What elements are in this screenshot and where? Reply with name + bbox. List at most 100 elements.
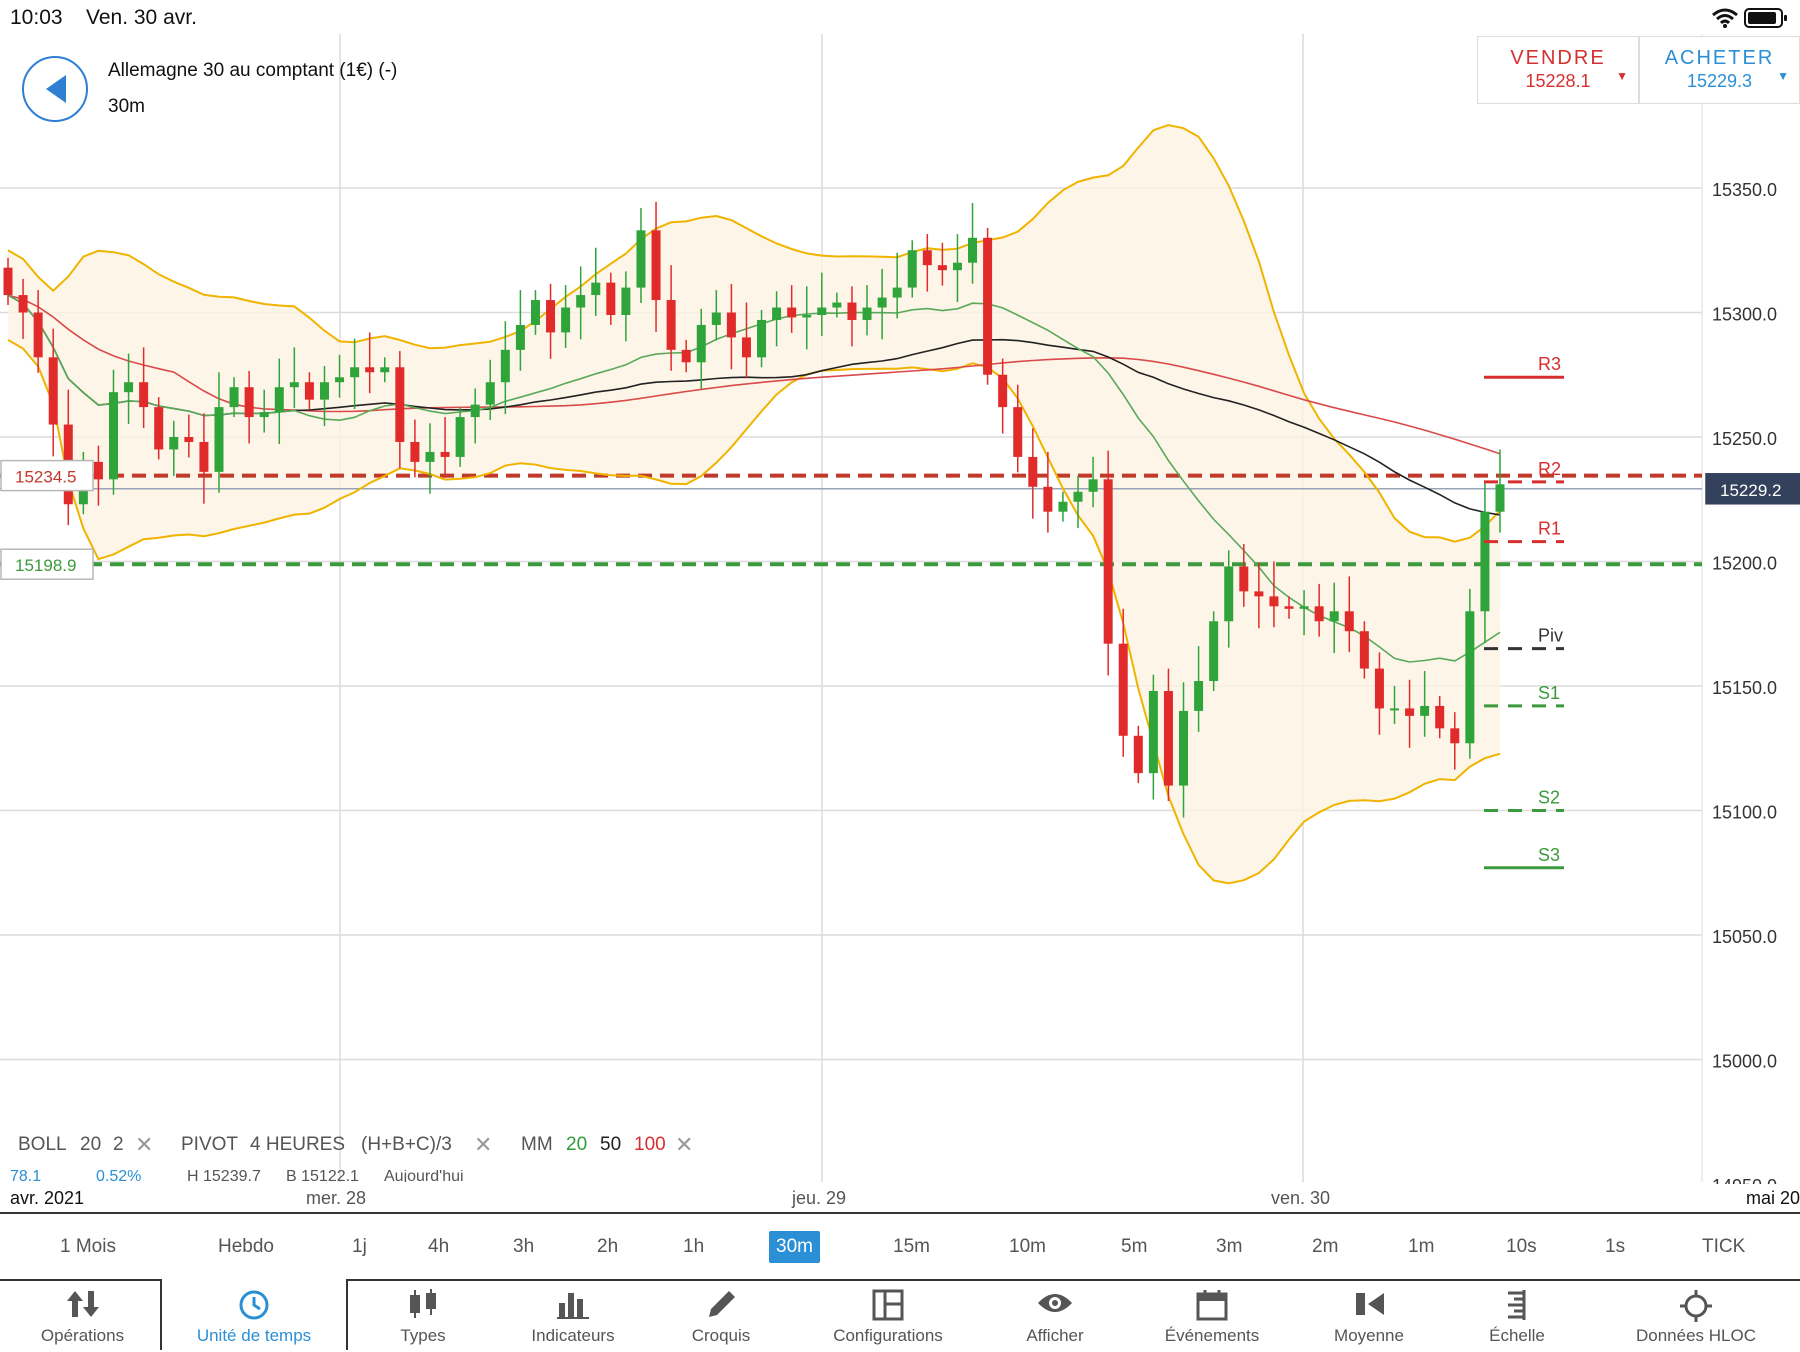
candle-body [892,287,902,298]
candle-body [1405,708,1415,716]
y-tick-label: 14950.0 [1712,1176,1777,1184]
tool-events[interactable]: Événements [1128,1279,1296,1350]
tf-15m[interactable]: 15m [893,1236,930,1257]
candle-body [726,312,736,338]
tf-4h[interactable]: 4h [428,1236,450,1257]
tool-timeframe-label: Unité de temps [196,1326,312,1345]
candle-body [1209,621,1219,682]
candle-body [1480,511,1490,612]
remove-boll-icon[interactable]: ✕ [135,1132,154,1157]
buy-label: ACHETER [1664,47,1775,69]
candle-body [907,250,917,288]
candle-body [952,262,962,271]
sell-button[interactable]: VENDRE 15228.1 ▼ [1477,36,1639,104]
buy-dropdown-icon[interactable]: ▼ [1777,69,1789,83]
pivot-name[interactable]: PIVOT [181,1134,239,1155]
tool-scale[interactable]: Échelle [1442,1279,1592,1350]
boll-change: 0.52% [96,1170,142,1182]
average-icon [1356,1293,1384,1315]
tf-2m[interactable]: 2m [1312,1236,1339,1257]
mm-name[interactable]: MM [521,1134,553,1155]
candle-body [621,287,631,315]
tool-indicators-label: Indicateurs [531,1326,615,1345]
tool-sketch[interactable]: Croquis [648,1279,794,1350]
tf-3h[interactable]: 3h [513,1236,535,1257]
boll-deviation: 2 [113,1134,124,1155]
sell-dropdown-icon[interactable]: ▼ [1616,69,1628,83]
ma20-line [7,294,1501,663]
y-tick-label: 15150.0 [1712,678,1777,698]
current-price-tag: 15229.2 [1720,481,1781,500]
candle-body [1163,690,1173,786]
candle-body [1118,643,1128,736]
tool-indicators[interactable]: Indicateurs [498,1279,648,1350]
tool-operations-label: Opérations [40,1326,125,1345]
candle-body [48,357,58,425]
mm-period-100: 100 [634,1134,666,1155]
boll-name[interactable]: BOLL [18,1134,67,1155]
pivot-label: R2 [1538,459,1561,479]
tool-operations[interactable]: Opérations [0,1279,165,1350]
candle-body [3,267,13,296]
tf-1h[interactable]: 1h [683,1236,705,1257]
remove-mm-icon[interactable]: ✕ [675,1132,694,1157]
tf-1m[interactable]: 1m [1408,1236,1435,1257]
candle-body [335,377,345,383]
y-tick-label: 15050.0 [1712,927,1777,947]
tf-tick[interactable]: TICK [1702,1236,1746,1257]
date-label-jeu-29: jeu. 29 [792,1188,847,1208]
tool-hloc-data[interactable]: Données HLOC [1592,1279,1800,1350]
candle-body [1284,606,1294,609]
tf-1-mois[interactable]: 1 Mois [60,1236,116,1257]
battery-icon [1744,8,1787,28]
clock-icon [239,1290,269,1320]
tf-1j[interactable]: 1j [352,1236,367,1257]
candle-body [184,437,194,442]
price-chart[interactable]: 15350.0 15300.0 15250.0 15200.0 15150.0 15100… [0,34,1800,1184]
tf-3m[interactable]: 3m [1216,1236,1243,1257]
candle-body [1148,690,1158,774]
level-tag-red: 15234.5 [15,468,76,487]
tool-average[interactable]: Moyenne [1296,1279,1442,1350]
y-tick-label: 15000.0 [1712,1052,1777,1072]
tool-types[interactable]: Types [348,1279,498,1350]
tool-timeframe[interactable]: Unité de temps [160,1279,348,1350]
tf-10s[interactable]: 10s [1506,1236,1537,1257]
candle-body [817,307,827,315]
tf-hebdo[interactable]: Hebdo [218,1236,274,1257]
back-button[interactable] [22,56,88,122]
tf-30m[interactable]: 30m [769,1231,820,1263]
candle-body [1103,479,1113,644]
tool-configurations[interactable]: Configurations [794,1279,982,1350]
remove-pivot-icon[interactable]: ✕ [474,1132,493,1157]
tool-configurations-label: Configurations [833,1326,943,1345]
candle-body [591,282,601,296]
candle-body [1058,501,1068,512]
bottom-toolbar [0,1279,1800,1352]
candle-body [1073,491,1083,502]
tf-2h[interactable]: 2h [597,1236,619,1257]
candles-icon [410,1289,436,1318]
pivot-label: S3 [1538,845,1560,865]
candle-body [154,407,164,450]
status-bar: 10:03 Ven. 30 avr. [0,0,1800,34]
pivot-low: B 15122.1 [286,1170,359,1182]
tf-1s[interactable]: 1s [1605,1236,1626,1257]
candle-body [1450,728,1460,744]
candle-body [1344,611,1354,632]
indicator-legend: BOLL 20 2 ✕ PIVOT 4 HEURES (H+B+C)/3 ✕ M… [0,1120,1800,1170]
pivot-today: Aujourd'hui [384,1170,464,1182]
tf-5m[interactable]: 5m [1121,1236,1148,1257]
candle-body [395,367,405,442]
candle-body [319,382,329,400]
pivot-formula: (H+B+C)/3 [361,1134,452,1155]
y-tick-label: 15200.0 [1712,554,1777,574]
tool-display-label: Afficher [1026,1326,1084,1345]
buy-button[interactable]: ACHETER 15229.3 ▼ [1639,36,1800,104]
tf-10m[interactable]: 10m [1009,1236,1046,1257]
candle-body [1194,681,1204,711]
candle-body [1254,591,1264,597]
bollinger-lower-line [7,339,1501,885]
tool-display[interactable]: Afficher [982,1279,1128,1350]
candle-body [410,441,420,462]
